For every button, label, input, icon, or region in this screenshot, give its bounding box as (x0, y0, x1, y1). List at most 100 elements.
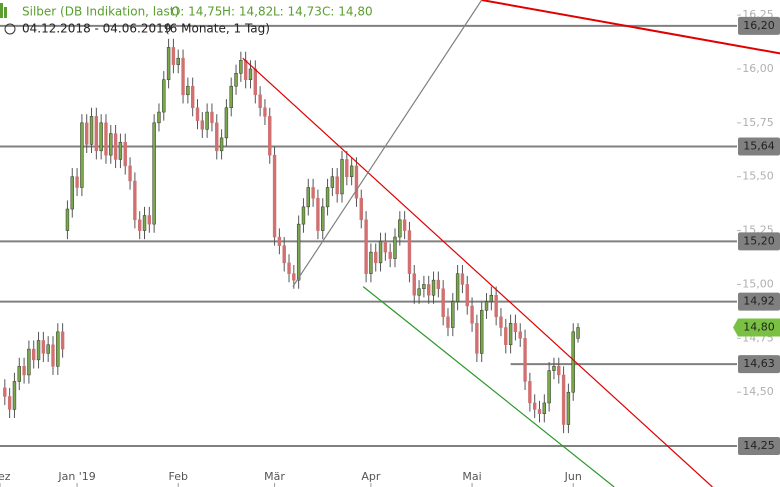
ohlc-open: O: 14,75 (171, 5, 222, 19)
candle-body (287, 262, 291, 274)
candle-body (224, 107, 229, 139)
candle-body (494, 294, 498, 318)
candle-body (296, 223, 301, 281)
level-box (738, 292, 780, 311)
candle-body (162, 79, 166, 113)
candle-body (181, 57, 185, 96)
trend-line (481, 0, 780, 55)
candle-body (398, 219, 402, 238)
ohlc-close: C: 14,80 (322, 5, 373, 19)
candle-body (152, 122, 156, 225)
trend-line (242, 57, 713, 487)
y-tick-label: 15,50 (742, 170, 774, 183)
candle-body (195, 107, 200, 121)
candle-body (412, 273, 416, 296)
candle-body (229, 85, 233, 108)
x-tick-label: Jan '19 (57, 470, 95, 483)
candle-body (137, 219, 142, 231)
candle-body (239, 60, 243, 74)
candle-body (215, 122, 219, 152)
candle-body (142, 215, 147, 231)
trend-line (362, 286, 615, 487)
candle-body (388, 251, 392, 259)
candle-body (41, 340, 46, 354)
candle-body (311, 187, 315, 199)
candle-body (89, 116, 94, 145)
candle-body (528, 381, 532, 404)
candle-body (99, 122, 103, 152)
candle-body (292, 273, 296, 281)
candle-body (552, 366, 556, 371)
level-label: 16,20 (743, 19, 775, 32)
candle-body (321, 206, 325, 231)
candle-body (234, 73, 238, 87)
candle-body (374, 251, 378, 264)
candle-body (532, 402, 537, 410)
ohlc-low: L: 14,73 (273, 5, 322, 19)
candle-body (166, 47, 171, 80)
candle-body (436, 279, 441, 290)
candle-body (566, 391, 571, 425)
candle-body (282, 245, 286, 264)
candle-body (32, 348, 36, 361)
candle-body (46, 344, 50, 354)
candle-body (431, 279, 436, 296)
last-price-label: 14,80 (743, 321, 775, 334)
candle-body (51, 344, 55, 367)
candle-body (325, 187, 330, 208)
candle-body (316, 197, 320, 231)
x-tick-label: Apr (361, 470, 381, 483)
candle-body (508, 322, 513, 346)
candle-body (243, 60, 248, 80)
level-box (738, 437, 780, 456)
period: (6 Monate, 1 Tag) (165, 22, 270, 36)
candle-body (176, 57, 180, 65)
level-box (738, 355, 780, 374)
candle-body (369, 251, 373, 274)
candle-body (499, 316, 503, 328)
candle-body (65, 208, 70, 231)
axis-layer: 14,5014,7515,0015,2515,5015,7516,0016,25… (0, 8, 780, 487)
candle-body (118, 141, 123, 160)
candle-body (186, 85, 190, 96)
candle-body (56, 331, 60, 367)
candle-body (94, 116, 99, 152)
candle-body (513, 322, 518, 333)
candle-body (253, 68, 257, 96)
candle-body (383, 241, 388, 253)
candle-body (427, 284, 431, 296)
x-tick-label: Jun (564, 470, 582, 483)
clock-icon (4, 23, 16, 35)
trend-line (292, 0, 483, 287)
candle-body (470, 305, 474, 324)
candle-body (80, 122, 84, 188)
overlay-layer (242, 0, 780, 487)
candle-body (301, 206, 306, 225)
candle-body (402, 219, 407, 231)
candle-body (354, 165, 359, 199)
candle-body (330, 176, 335, 188)
candle-body (455, 273, 460, 302)
candle-body (36, 340, 41, 361)
candle-body (272, 154, 277, 238)
candle-body (489, 294, 494, 302)
date-range: 04.12.2018 - 04.06.2019 (22, 22, 171, 36)
candle-body (542, 402, 547, 414)
candle-body (75, 176, 79, 188)
level-label: 15,64 (743, 140, 775, 153)
candle-body (475, 322, 479, 354)
candle-body (537, 409, 542, 414)
candle-body (340, 159, 344, 195)
candle-body (306, 187, 310, 208)
candle-body (133, 180, 137, 221)
level-label: 14,63 (743, 357, 775, 370)
candle-body (200, 120, 205, 130)
candle-body (417, 288, 421, 296)
candle-body (480, 310, 484, 354)
candle-body (393, 236, 397, 259)
level-label: 14,25 (743, 439, 775, 452)
icon (4, 7, 7, 18)
candle-body (407, 230, 412, 274)
candle-body (335, 176, 339, 195)
